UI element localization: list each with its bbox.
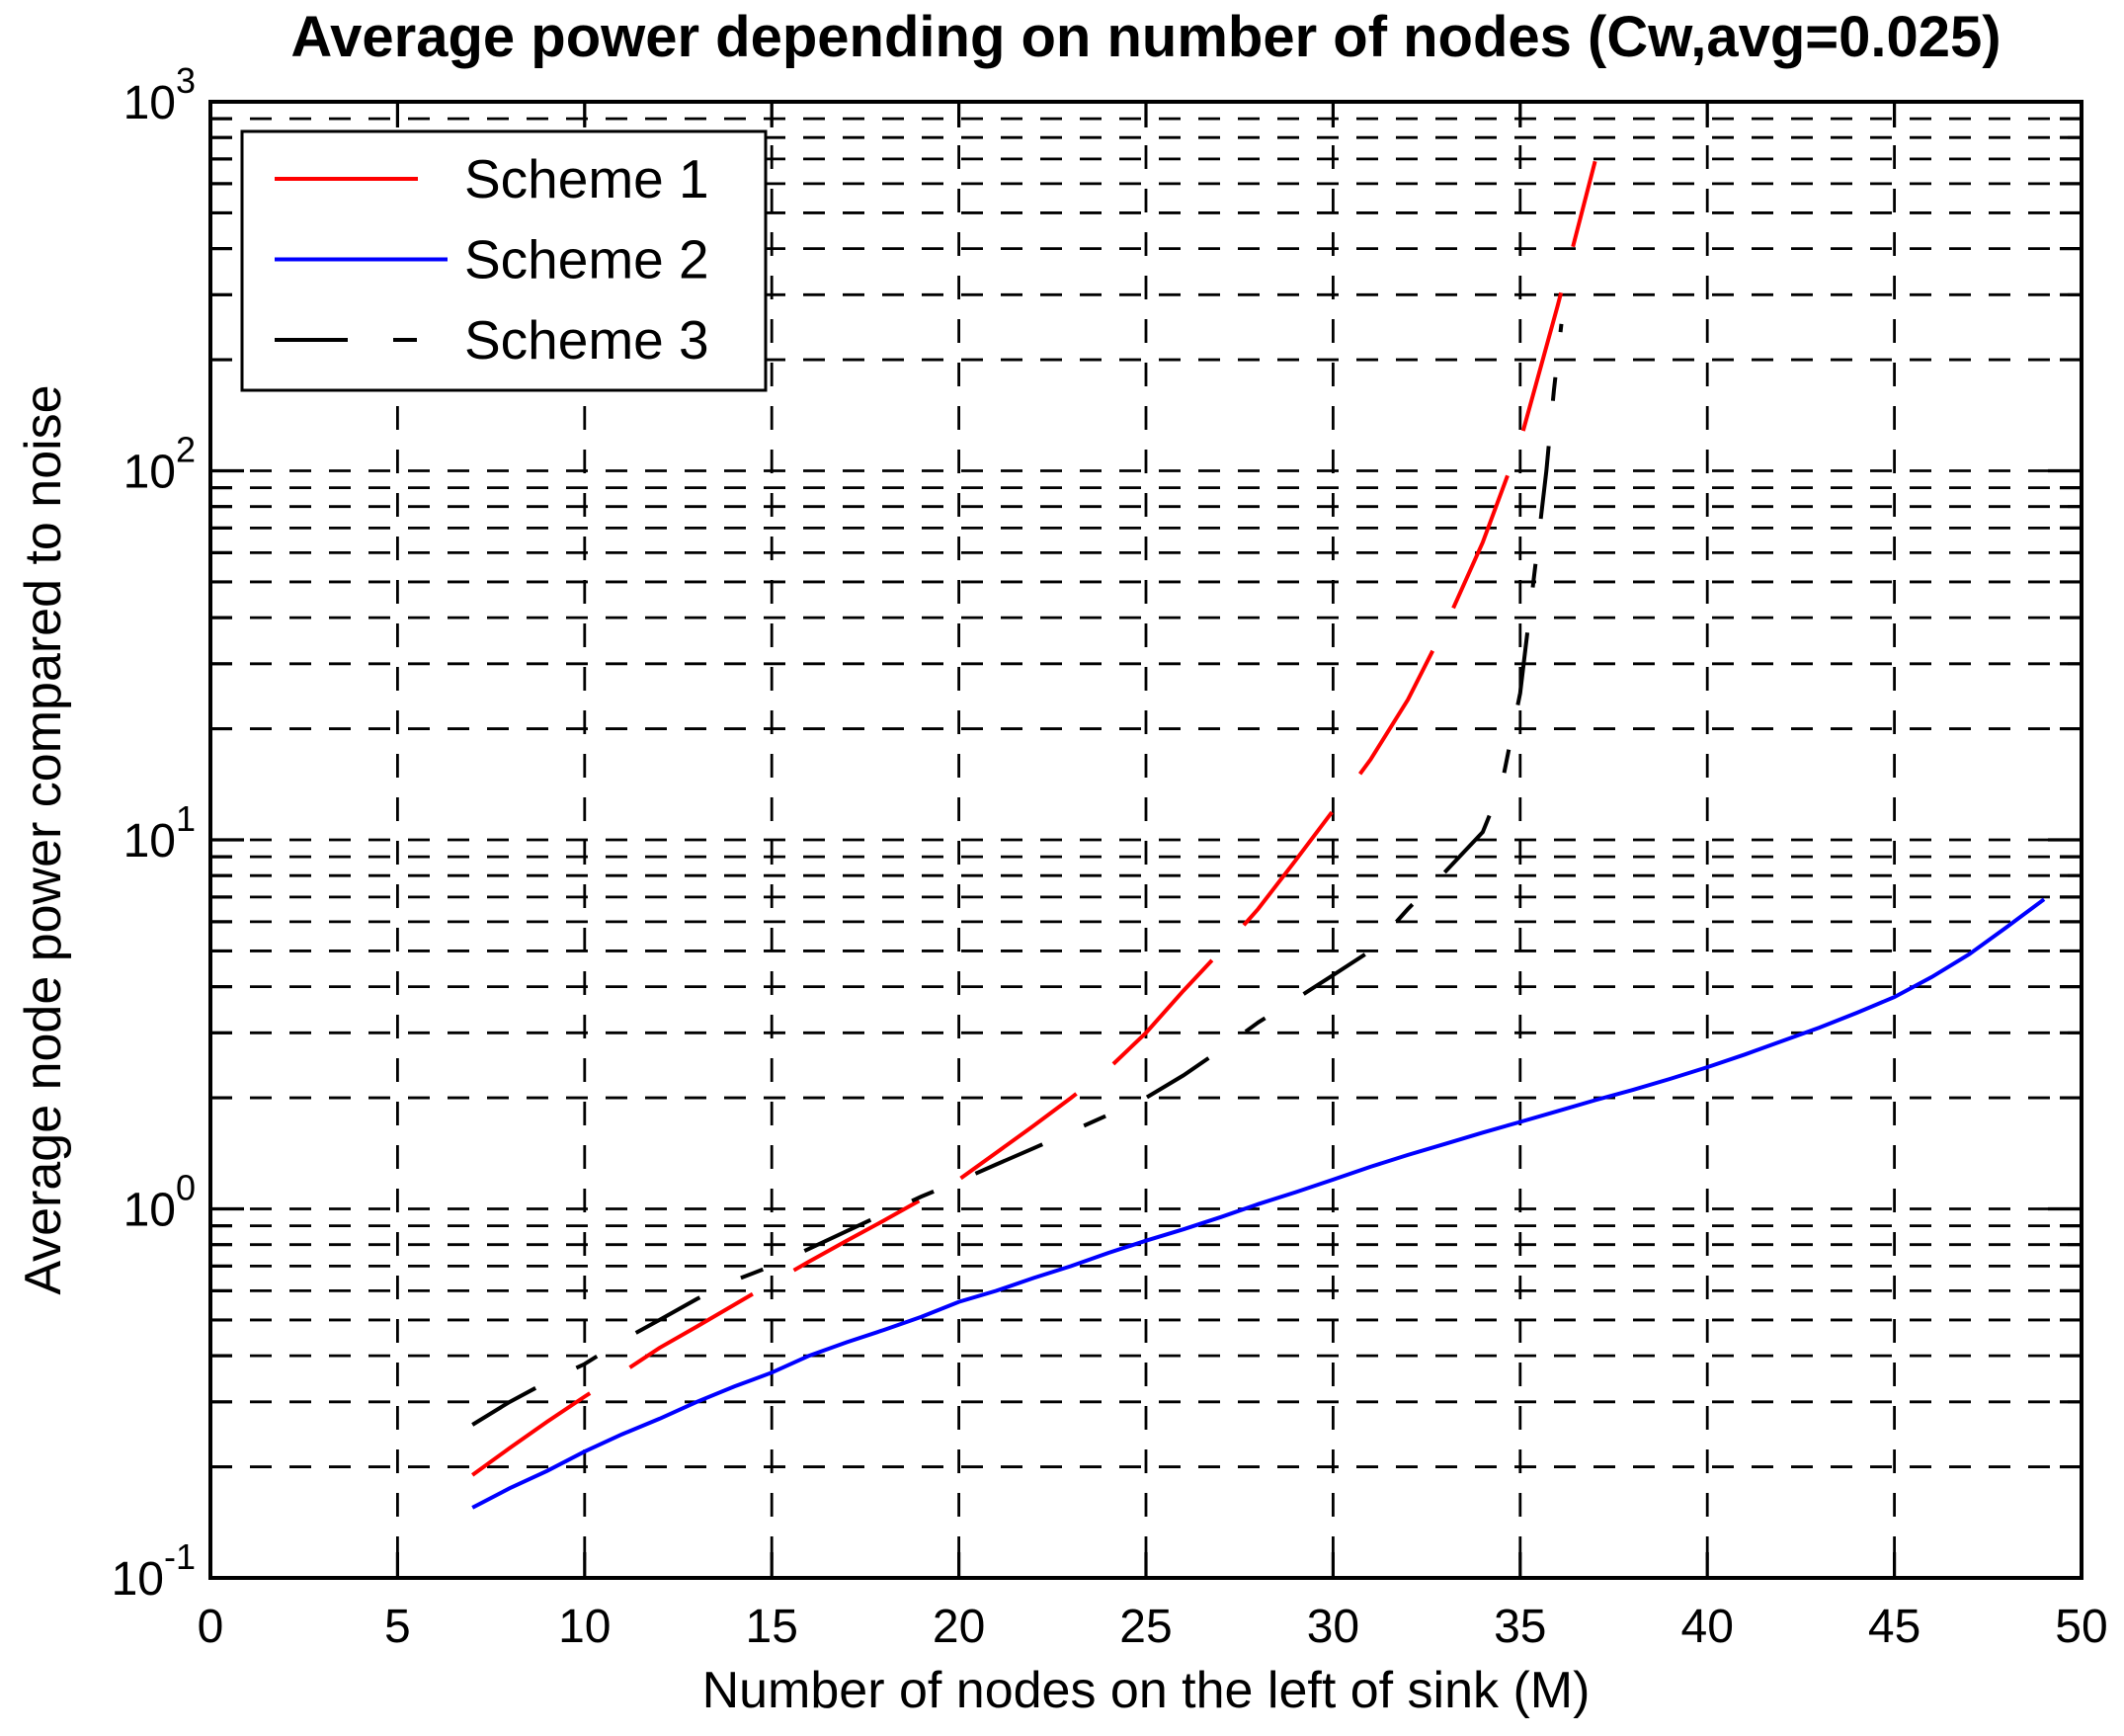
series-line-scheme-2 xyxy=(471,897,2046,1510)
x-tick-label: 30 xyxy=(1307,1601,1359,1653)
legend-item-scheme-2: Scheme 2 xyxy=(275,229,709,290)
x-tick-label: 5 xyxy=(384,1601,411,1653)
x-tick-label: 15 xyxy=(746,1601,798,1653)
legend: Scheme 1 Scheme 2 Scheme 3 xyxy=(240,129,768,392)
legend-item-scheme-1: Scheme 1 xyxy=(275,148,709,209)
x-tick-label: 40 xyxy=(1681,1601,1734,1653)
legend-label: Scheme 3 xyxy=(464,309,709,371)
legend-item-scheme-3: Scheme 3 xyxy=(275,309,709,371)
x-tick-label: 20 xyxy=(933,1601,985,1653)
x-tick-label: 25 xyxy=(1119,1601,1172,1653)
y-tick-label: 100 xyxy=(123,1168,196,1237)
y-tick-label: 101 xyxy=(123,798,196,868)
series-line-scheme-3 xyxy=(471,323,1564,1427)
x-tick-label: 0 xyxy=(198,1601,224,1653)
y-tick-label: 10-1 xyxy=(112,1536,196,1606)
y-tick-label: 103 xyxy=(123,60,196,129)
x-tick-label: 10 xyxy=(558,1601,611,1653)
x-tick-label: 45 xyxy=(1868,1601,1920,1653)
x-tick-label: 35 xyxy=(1494,1601,1546,1653)
chart-title: Average power depending on number of nod… xyxy=(290,5,2001,69)
y-axis-label: Average node power compared to noise xyxy=(15,384,72,1295)
legend-label: Scheme 2 xyxy=(464,229,709,290)
x-axis-label: Number of nodes on the left of sink (M) xyxy=(701,1662,1591,1719)
x-tick-label: 50 xyxy=(2055,1601,2107,1653)
grid xyxy=(210,102,2082,1578)
legend-label: Scheme 1 xyxy=(464,148,709,209)
series-line-scheme-1 xyxy=(471,160,1597,1477)
ticks xyxy=(208,100,2083,1580)
y-tick-label: 102 xyxy=(123,430,196,499)
